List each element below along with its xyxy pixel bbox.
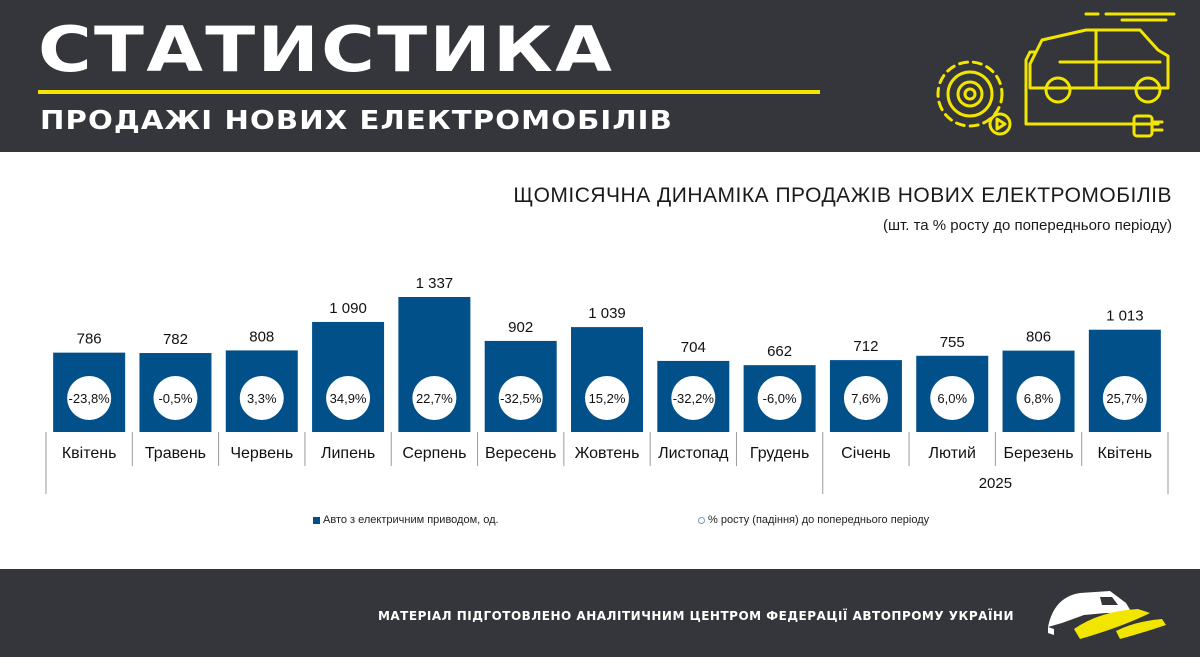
legend-swatch-growth <box>698 516 705 524</box>
legend-item-bars: Авто з електричним приводом, од. <box>313 514 499 526</box>
growth-label: 22,7% <box>416 391 453 406</box>
growth-label: -0,5% <box>158 391 192 406</box>
legend-swatch-bars <box>313 516 320 524</box>
growth-label: -32,2% <box>673 391 715 406</box>
value-label: 1 013 <box>1106 308 1144 325</box>
category-label: Березень <box>1003 445 1073 462</box>
growth-label: 15,2% <box>589 391 626 406</box>
value-label: 1 337 <box>416 275 454 292</box>
legend-item-growth: % росту (падіння) до попереднього період… <box>698 514 929 526</box>
value-label: 1 090 <box>329 300 367 317</box>
federation-logo <box>1048 591 1166 639</box>
category-label: Листопад <box>658 445 729 462</box>
value-label: 704 <box>681 339 706 356</box>
year-group-label: 2025 <box>979 475 1012 492</box>
growth-label: 3,3% <box>247 391 277 406</box>
category-label: Квітень <box>62 445 117 462</box>
growth-marker <box>1102 376 1147 420</box>
growth-marker <box>239 376 284 420</box>
category-label: Серпень <box>402 445 466 462</box>
category-label: Жовтень <box>575 445 640 462</box>
growth-marker <box>843 376 888 420</box>
growth-label: 6,8% <box>1024 391 1054 406</box>
value-label: 755 <box>940 334 965 351</box>
growth-label: -32,5% <box>500 391 542 406</box>
growth-marker <box>930 376 975 420</box>
growth-marker <box>671 376 716 420</box>
legend-label-bars: Авто з електричним приводом, од. <box>323 514 499 526</box>
category-label: Січень <box>841 445 891 462</box>
growth-marker <box>757 376 802 420</box>
ev-car-gear-icon <box>936 12 1176 138</box>
footer-text: МАТЕРІАЛ ПІДГОТОВЛЕНО АНАЛІТИЧНИМ ЦЕНТРО… <box>377 609 1014 623</box>
growth-marker <box>1016 376 1061 420</box>
value-label: 806 <box>1026 329 1051 346</box>
category-label: Вересень <box>485 445 556 462</box>
category-label: Червень <box>230 445 293 462</box>
category-label: Квітень <box>1098 445 1153 462</box>
growth-marker <box>153 376 198 420</box>
legend-label-growth: % росту (падіння) до попереднього період… <box>708 514 930 526</box>
value-label: 1 039 <box>588 305 626 322</box>
value-label: 782 <box>163 331 188 348</box>
growth-label: -6,0% <box>763 391 797 406</box>
category-label: Грудень <box>750 445 809 462</box>
growth-marker <box>326 376 371 420</box>
category-label: Лютий <box>929 445 976 462</box>
category-label: Травень <box>145 445 206 462</box>
footer-banner: МАТЕРІАЛ ПІДГОТОВЛЕНО АНАЛІТИЧНИМ ЦЕНТРО… <box>0 569 1200 657</box>
growth-label: -23,8% <box>69 391 111 406</box>
value-label: 662 <box>767 343 792 360</box>
growth-label: 34,9% <box>330 391 367 406</box>
growth-marker <box>67 376 112 420</box>
growth-label: 6,0% <box>937 391 967 406</box>
value-label: 712 <box>853 338 878 355</box>
value-label: 786 <box>77 331 102 348</box>
page-title: СТАТИСТИКА <box>38 13 615 86</box>
page-subtitle: ПРОДАЖІ НОВИХ ЕЛЕКТРОМОБІЛІВ <box>40 106 673 136</box>
category-label: Липень <box>321 445 375 462</box>
chart-title: ЩОМІСЯЧНА ДИНАМІКА ПРОДАЖІВ НОВИХ ЕЛЕКТР… <box>513 184 1172 207</box>
bar-chart: 786 -23,8% Квітень 782 -0,5% Травень 808 3,3% Че… <box>45 275 1169 494</box>
growth-label: 7,6% <box>851 391 881 406</box>
value-label: 808 <box>249 328 274 345</box>
growth-label: 25,7% <box>1106 391 1143 406</box>
growth-marker <box>585 376 629 420</box>
growth-marker <box>498 376 543 420</box>
title-underline <box>38 90 820 94</box>
value-label: 902 <box>508 319 533 336</box>
growth-marker <box>412 376 457 420</box>
chart-subtitle: (шт. та % росту до попереднього періоду) <box>883 217 1172 234</box>
header-banner: СТАТИСТИКА ПРОДАЖІ НОВИХ ЕЛЕКТРОМОБІЛІВ <box>0 0 1200 152</box>
